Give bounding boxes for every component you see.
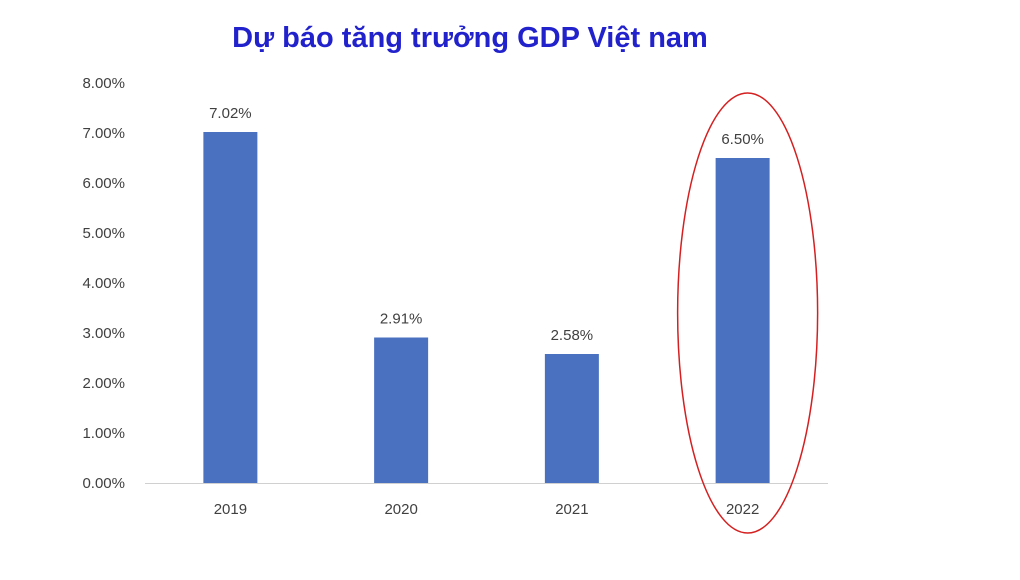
data-label-2019: 7.02% bbox=[209, 105, 252, 122]
data-label-2021: 2.58% bbox=[551, 327, 594, 344]
y-tick-label: 6.00% bbox=[82, 175, 125, 192]
x-tick-label: 2021 bbox=[555, 501, 588, 518]
bar-2021 bbox=[544, 354, 599, 483]
y-tick-label: 3.00% bbox=[82, 325, 125, 342]
bars bbox=[203, 132, 770, 483]
y-tick-label: 1.00% bbox=[82, 425, 125, 442]
x-tick-label: 2019 bbox=[214, 501, 247, 518]
x-tick-label: 2020 bbox=[384, 501, 417, 518]
bar-2022 bbox=[715, 158, 770, 483]
data-label-2022: 6.50% bbox=[721, 131, 764, 148]
y-tick-label: 5.00% bbox=[82, 225, 125, 242]
data-label-2020: 2.91% bbox=[380, 311, 423, 328]
highlight bbox=[676, 92, 819, 534]
bar-2019 bbox=[203, 132, 258, 483]
highlight-ellipse bbox=[676, 92, 819, 534]
bar-2020 bbox=[374, 337, 429, 483]
x-axis: 2019 2020 2021 2022 bbox=[145, 483, 828, 518]
chart-title: Dự báo tăng trưởng GDP Việt nam bbox=[232, 22, 708, 54]
y-axis: 0.00% 1.00% 2.00% 3.00% 4.00% 5.00% 6.00% 7.00%… bbox=[82, 75, 125, 492]
x-tick-label: 2022 bbox=[726, 501, 759, 518]
y-tick-label: 7.00% bbox=[82, 125, 125, 142]
data-labels: 7.02% 2.91% 2.58% 6.50% bbox=[209, 105, 764, 344]
y-tick-label: 4.00% bbox=[82, 275, 125, 292]
y-tick-label: 0.00% bbox=[82, 475, 125, 492]
y-tick-label: 8.00% bbox=[82, 75, 125, 92]
y-tick-label: 2.00% bbox=[82, 375, 125, 392]
